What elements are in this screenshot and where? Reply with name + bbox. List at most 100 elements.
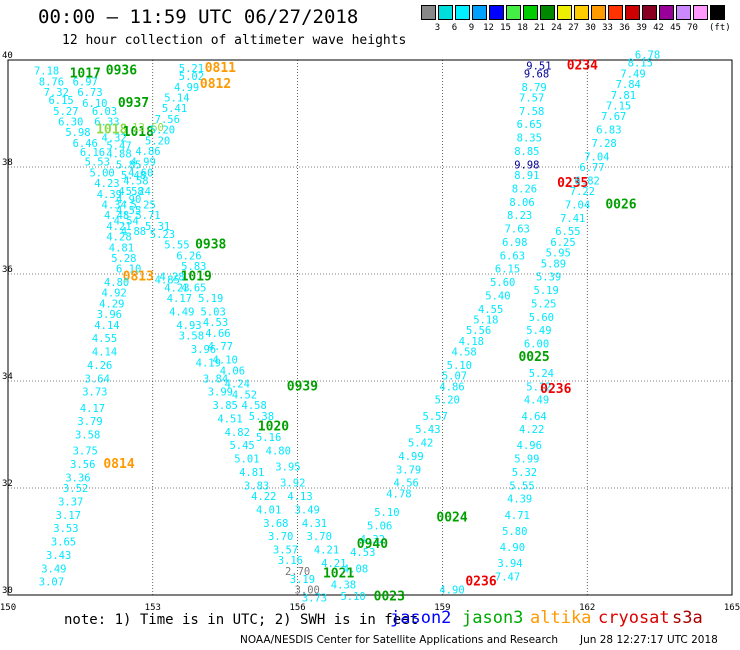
pass-time-label: 1021 (323, 567, 354, 582)
wave-height-value: 3.58 (75, 430, 100, 442)
wave-height-value: 6.78 (635, 50, 660, 62)
wave-height-value: 5.24 (126, 186, 151, 198)
wave-height-value: 3.64 (85, 373, 110, 385)
wave-height-value: 7.84 (616, 79, 641, 91)
wave-height-value: 4.99 (130, 157, 155, 169)
wave-height-value: 6.26 (176, 250, 201, 262)
wave-height-value: 3.79 (396, 464, 421, 476)
wave-height-value: 3.94 (497, 558, 522, 570)
wave-height-value: 2.70 (285, 566, 310, 578)
wave-height-value: 8.91 (514, 170, 539, 182)
wave-height-value: 4.32 (360, 534, 385, 546)
wave-height-value: 7.81 (611, 90, 636, 102)
wave-height-value: 6.65 (517, 119, 542, 131)
pass-time-label: 0940 (357, 537, 388, 552)
wave-height-value: 6.10 (116, 264, 141, 276)
pass-time-label: 0814 (103, 457, 134, 472)
wave-height-value: 5.45 (229, 440, 254, 452)
wave-height-value: 6.00 (524, 339, 549, 351)
wave-height-value: 5.85 (116, 159, 141, 171)
wave-height-value: 3.73 (82, 387, 107, 399)
wave-height-value: 5.32 (512, 467, 537, 479)
wave-height-value: 5.19 (534, 285, 559, 297)
wave-height-value: 6.10 (82, 98, 107, 110)
wave-height-value: 5.23 (150, 229, 175, 241)
wave-height-value: 5.25 (130, 199, 155, 211)
satellite-legend-item: jason3 (462, 608, 524, 628)
wave-height-value: 5.60 (529, 312, 554, 324)
wave-height-value: 4.22 (519, 424, 544, 436)
wave-height-value: 6.63 (500, 250, 525, 262)
axis-tick-labels: 150 153 156 159 162 165 30 32 34 36 38 40 (0, 51, 740, 613)
wave-height-value: 3.99 (208, 387, 233, 399)
scale-label: 18 (517, 23, 528, 33)
wave-height-value: 5.28 (111, 253, 136, 265)
wave-height-value: 4.13 (287, 491, 312, 503)
wave-height-value: 3.75 (73, 446, 98, 458)
wave-height-value: 4.78 (386, 488, 411, 500)
wave-height-value: 4.53 (203, 317, 228, 329)
y-tick-label: 36 (2, 265, 13, 275)
wave-height-value: 4.14 (92, 347, 117, 359)
wave-height-value: 6.55 (555, 226, 580, 238)
y-tick-label: 40 (2, 51, 13, 61)
wave-height-value: 3.43 (46, 550, 71, 562)
wave-height-value: 5.06 (367, 520, 392, 532)
wave-height-value: 3.70 (268, 531, 293, 543)
wave-height-value: 5.39 (536, 272, 561, 284)
x-tick-label: 156 (289, 603, 305, 613)
pass-time-label: 0813 (123, 270, 154, 285)
wave-height-value: 4.49 (169, 306, 194, 318)
x-tick-label: 165 (724, 603, 740, 613)
wave-height-value: 6.82 (575, 175, 600, 187)
scale-label: 42 (653, 23, 664, 33)
wave-height-value: 5.57 (423, 411, 448, 423)
wave-height-value: 4.17 (80, 403, 105, 415)
scale-label: 30 (585, 23, 596, 33)
wave-height-value: 4.34 (102, 199, 127, 211)
wave-height-value: 4.92 (102, 288, 127, 300)
wave-height-value: 5.49 (526, 325, 551, 337)
wave-height-value: 12.60 (132, 122, 164, 134)
pass-time-label: 0025 (518, 350, 549, 365)
scale-swatch (455, 5, 470, 20)
wave-height-value: 4.14 (94, 320, 119, 332)
wave-height-value: 4.38 (331, 579, 356, 591)
scale-label: 45 (670, 23, 681, 33)
wave-height-value: 4.55 (478, 304, 503, 316)
wave-height-value: 5.41 (162, 103, 187, 115)
pass-time-label: 1018 (123, 125, 154, 140)
scale-swatch (523, 5, 538, 20)
wave-height-value: 3.52 (63, 483, 88, 495)
scale-label: 39 (636, 23, 647, 33)
wave-height-value: 3.68 (263, 518, 288, 530)
scale-swatch (557, 5, 572, 20)
wave-height-value: 7.04 (584, 151, 609, 163)
wave-height-points: 7.188.767.326.155.276.305.986.466.165.53… (34, 50, 660, 605)
wave-height-value: 3.16 (278, 555, 303, 567)
wave-height-value: 4.90 (439, 585, 464, 597)
wave-height-value: 4.96 (517, 440, 542, 452)
wave-height-value: 5.43 (415, 424, 440, 436)
wave-height-value: 6.98 (502, 237, 527, 249)
wave-height-value: 4.58 (451, 347, 476, 359)
grid-lines (8, 60, 732, 595)
x-tick-label: 150 (0, 603, 16, 613)
wave-height-value: 6.73 (77, 87, 102, 99)
y-tick-label: 32 (2, 479, 13, 489)
scale-swatch (676, 5, 691, 20)
wave-height-value: 3.92 (280, 478, 305, 490)
wave-height-value: 4.86 (439, 381, 464, 393)
wave-height-value: 4.60 (128, 167, 153, 179)
wave-height-value: 4.99 (398, 451, 423, 463)
wave-height-value: 4.77 (208, 341, 233, 353)
wave-height-value: 5.10 (447, 360, 472, 372)
wave-height-value: 4.90 (116, 194, 141, 206)
wave-height-value: 4.24 (225, 379, 250, 391)
wave-height-value: 3.85 (213, 400, 238, 412)
wave-height-value: 4.54 (114, 216, 139, 228)
wave-height-value: 5.38 (249, 411, 274, 423)
wave-height-value: 4.23 (94, 178, 119, 190)
wave-height-value: 7.41 (560, 213, 585, 225)
wave-height-value: 4.81 (109, 242, 134, 254)
